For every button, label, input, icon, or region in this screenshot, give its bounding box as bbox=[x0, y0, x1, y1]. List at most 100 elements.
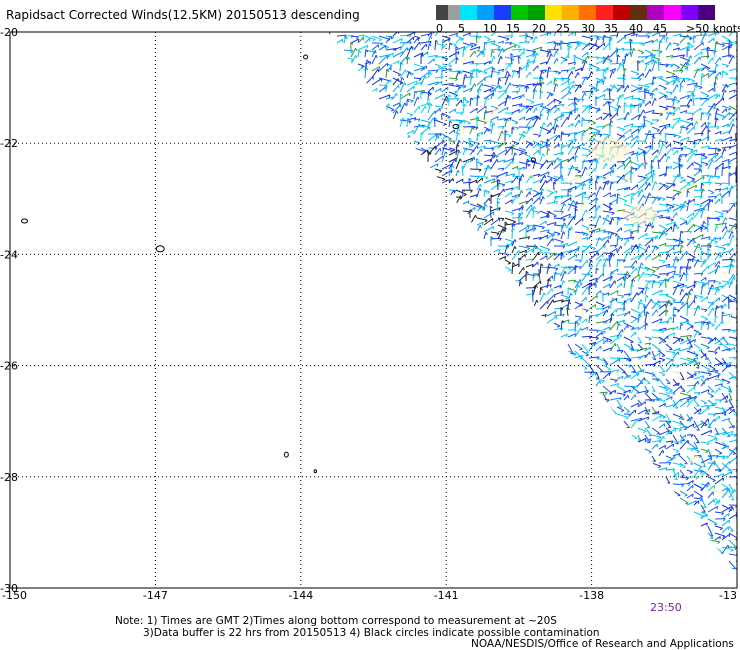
wind-barb-tick bbox=[460, 195, 463, 199]
wind-barb bbox=[546, 122, 552, 128]
wind-barb bbox=[532, 225, 535, 233]
wind-barb-tick bbox=[656, 432, 660, 435]
wind-barb bbox=[658, 109, 669, 114]
wind-barb-tick bbox=[656, 196, 659, 200]
wind-barb bbox=[518, 116, 526, 121]
wind-barb bbox=[707, 385, 715, 393]
wind-barb bbox=[574, 315, 582, 318]
wind-barb bbox=[630, 326, 640, 331]
wind-barb bbox=[574, 155, 577, 163]
wind-barb-tick bbox=[548, 278, 551, 282]
wind-barb-tick bbox=[629, 389, 631, 393]
wind-barb-tick bbox=[608, 305, 610, 309]
wind-barb bbox=[518, 245, 530, 249]
wind-barb bbox=[490, 237, 502, 240]
wind-barb-tick bbox=[678, 348, 681, 352]
wind-barb-tick bbox=[388, 94, 391, 98]
wind-barb bbox=[595, 116, 603, 121]
wind-barb bbox=[581, 224, 590, 230]
wind-barb-tick bbox=[718, 452, 723, 455]
wind-barb bbox=[539, 90, 542, 100]
wind-barb-tick bbox=[549, 284, 552, 288]
wind-barb-tick bbox=[569, 182, 573, 186]
wind-barb bbox=[455, 35, 464, 40]
wind-barb bbox=[609, 369, 620, 373]
wind-barb-tick bbox=[713, 107, 717, 110]
wind-barb-tick bbox=[554, 271, 558, 275]
wind-barb bbox=[665, 404, 675, 408]
wind-barb bbox=[637, 147, 646, 152]
wind-barb-tick bbox=[624, 200, 628, 203]
wind-barb-tick bbox=[716, 117, 719, 121]
swath-layer bbox=[328, 28, 737, 575]
wind-barb bbox=[728, 276, 735, 289]
wind-barb-tick bbox=[559, 273, 563, 277]
wind-barb-tick bbox=[685, 62, 688, 66]
wind-barb bbox=[665, 343, 673, 350]
wind-barb-tick bbox=[579, 84, 582, 88]
wind-barb-tick bbox=[408, 121, 412, 124]
wind-barb bbox=[707, 320, 710, 331]
wind-barb-tick bbox=[621, 376, 624, 380]
wind-barb-tick bbox=[714, 196, 717, 200]
wind-barb-tick bbox=[424, 105, 427, 110]
wind-barb bbox=[686, 386, 696, 394]
wind-barb-tick bbox=[669, 42, 672, 46]
wind-barb-tick bbox=[716, 152, 719, 156]
wind-barb-tick bbox=[372, 39, 376, 42]
wind-barb-tick bbox=[525, 228, 529, 232]
wind-barb bbox=[455, 99, 462, 107]
wind-barb-tick bbox=[520, 190, 524, 194]
wind-barb bbox=[483, 197, 490, 205]
wind-barb bbox=[455, 85, 464, 93]
wind-barb bbox=[413, 96, 419, 107]
wind-barb bbox=[504, 266, 512, 271]
wind-barb-tick bbox=[668, 420, 672, 424]
wind-barb-tick bbox=[728, 39, 732, 43]
wind-barb bbox=[658, 143, 664, 156]
wind-barb bbox=[637, 194, 645, 205]
wind-barb-tick bbox=[523, 48, 526, 52]
wind-barb-tick bbox=[695, 476, 699, 480]
wind-barb bbox=[392, 70, 402, 76]
wind-barb bbox=[517, 56, 520, 65]
wind-barb-tick bbox=[595, 180, 599, 184]
wind-barb bbox=[721, 112, 730, 121]
wind-barb-tick bbox=[539, 143, 543, 147]
wind-barb bbox=[490, 88, 495, 100]
wind-barb bbox=[448, 189, 455, 198]
wind-barb-tick bbox=[492, 122, 496, 126]
wind-barb bbox=[665, 217, 674, 221]
wind-barb bbox=[686, 184, 697, 191]
wind-barb bbox=[672, 84, 678, 93]
wind-barb-tick bbox=[689, 520, 693, 522]
wind-barb-tick bbox=[602, 292, 606, 295]
wind-barb-tick bbox=[466, 101, 470, 104]
wind-barb-tick bbox=[630, 160, 632, 164]
wind-barb-tick bbox=[628, 414, 632, 417]
wind-barb bbox=[427, 91, 430, 100]
wind-barb bbox=[448, 51, 460, 58]
wind-barb-tick bbox=[440, 28, 441, 31]
wind-barb bbox=[525, 204, 533, 212]
wind-barb-tick bbox=[724, 222, 728, 226]
wind-barb bbox=[672, 149, 678, 156]
wind-barb bbox=[623, 422, 635, 429]
wind-barb bbox=[427, 43, 430, 51]
wind-barb-tick bbox=[728, 172, 732, 175]
wind-barb-tick bbox=[408, 71, 412, 75]
wind-barb-tick bbox=[622, 276, 625, 280]
legend-swatch bbox=[630, 5, 647, 20]
wind-barb-tick bbox=[411, 45, 414, 50]
wind-barb-tick bbox=[627, 275, 631, 278]
wind-barb bbox=[707, 217, 720, 220]
wind-barb-tick bbox=[453, 44, 457, 47]
wind-barb-tick bbox=[662, 143, 665, 147]
wind-barb-tick bbox=[635, 33, 638, 38]
wind-barb-tick bbox=[677, 244, 680, 248]
wind-barb bbox=[693, 343, 703, 351]
lon-label: -144 bbox=[288, 589, 313, 600]
wind-barb-tick bbox=[537, 173, 541, 178]
wind-barb-tick bbox=[475, 215, 477, 219]
wind-barb bbox=[476, 183, 481, 191]
